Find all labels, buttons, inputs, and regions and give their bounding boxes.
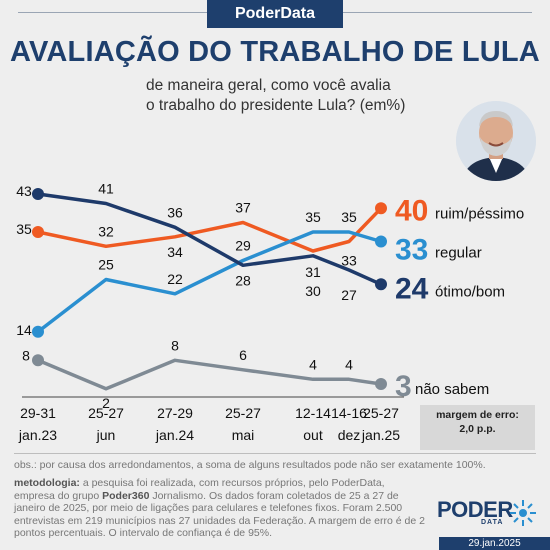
logo-burst-icon	[510, 500, 536, 526]
methodology-note: metodologia: a pesquisa foi realizada, c…	[14, 477, 426, 540]
series-point-naosabem-6	[375, 378, 387, 390]
brand-tab: PoderData	[207, 0, 343, 28]
legend-label-ruim: ruim/péssimo	[435, 205, 524, 222]
end-value-regular: 33	[395, 234, 428, 267]
data-label-ruim-1: 32	[98, 223, 114, 239]
x-tick-label-1-line1: 25-27	[88, 405, 124, 421]
margin-of-error-box: margem de erro: 2,0 p.p.	[420, 405, 535, 450]
x-tick-label-3-line2: mai	[232, 427, 255, 443]
data-label-ruim-5: 33	[341, 253, 357, 269]
series-point-otimo-0	[32, 188, 44, 200]
methodology-bold: Poder360	[102, 489, 150, 502]
data-label-naosabem-4: 4	[309, 356, 317, 372]
series-line-ruim	[37, 207, 383, 253]
data-label-naosabem-1: 2	[102, 395, 110, 411]
end-value-naosabem: 3	[395, 370, 412, 403]
data-label-naosabem-2: 8	[171, 337, 179, 353]
publication-date: 29.jan.2025	[439, 537, 550, 550]
data-label-otimo-4: 30	[305, 283, 321, 299]
x-tick-label-5-line2: dez	[338, 427, 361, 443]
logo-subtext: DATA	[481, 519, 504, 526]
data-label-naosabem-0: 8	[22, 347, 30, 363]
margin-of-error-label: margem de erro:	[436, 409, 519, 421]
footer-rule	[14, 453, 536, 454]
data-label-ruim-0: 35	[16, 221, 32, 237]
end-value-ruim: 40	[395, 194, 428, 227]
series-point-ruim-6	[375, 202, 387, 215]
president-portrait-image	[456, 101, 536, 181]
x-tick-label-3-line1: 25-27	[225, 405, 261, 421]
x-tick-label-2-line2: jan.24	[155, 427, 194, 443]
data-label-regular-4: 35	[305, 209, 321, 225]
logo-text: PODER	[437, 497, 513, 522]
data-label-regular-5: 35	[341, 209, 357, 225]
series-point-naosabem-0	[32, 354, 44, 367]
footnote-obs: obs.: por causa dos arredondamentos, a s…	[14, 459, 486, 471]
data-label-regular-0: 14	[16, 322, 32, 338]
x-tick-label-5-line1: 14-16	[331, 405, 367, 421]
data-label-otimo-5: 27	[341, 287, 357, 303]
series-line-regular	[36, 230, 382, 334]
legend-label-otimo: ótimo/bom	[435, 283, 505, 300]
x-tick-label-6-line2: jan.25	[361, 427, 400, 443]
data-label-otimo-3: 28	[235, 272, 251, 288]
series-point-regular-0	[32, 325, 44, 338]
series-point-otimo-6	[375, 278, 387, 291]
data-label-naosabem-5: 4	[345, 356, 353, 372]
series-line-otimo	[37, 192, 382, 286]
data-label-regular-1: 25	[98, 257, 114, 273]
data-label-otimo-0: 43	[16, 183, 32, 199]
data-label-otimo-2: 36	[167, 204, 183, 220]
x-tick-label-1-line2: jun	[96, 427, 116, 443]
data-label-regular-2: 22	[167, 271, 183, 287]
x-tick-label-4-line1: 12-14	[295, 405, 331, 421]
x-tick-label-2-line1: 27-29	[157, 405, 193, 421]
data-label-naosabem-3: 6	[239, 347, 247, 363]
legend-label-naosabem: não sabem	[415, 381, 489, 398]
methodology-text-2: Jornalismo. Os dados foram coletados de …	[14, 489, 425, 540]
subtitle-line-2: o trabalho do presidente Lula? (em%)	[146, 97, 406, 114]
chart-title: AVALIAÇÃO DO TRABALHO DE LULA	[10, 36, 540, 68]
x-tick-label-4-line2: out	[303, 427, 323, 443]
methodology-text-1: a pesquisa foi realizada, com recursos p…	[14, 477, 385, 502]
subtitle-line-1: de maneira geral, como você avalia	[146, 77, 391, 94]
data-label-ruim-3: 37	[235, 200, 251, 216]
x-tick-label-0-line1: 29-31	[20, 405, 56, 421]
series-line-naosabem	[37, 358, 382, 391]
series-point-ruim-0	[32, 226, 44, 238]
methodology-label: metodologia:	[14, 477, 80, 489]
x-tick-label-0-line2: jan.23	[18, 427, 57, 443]
poderdata-logo: PODER DATA	[437, 497, 537, 531]
end-value-otimo: 24	[395, 272, 429, 305]
legend-label-regular: regular	[435, 245, 482, 262]
x-tick-label-6-line1: 25-27	[363, 405, 399, 421]
margin-of-error-value: 2,0 p.p.	[459, 423, 496, 435]
chart-subtitle: de maneira geral, como você avalia o tra…	[146, 76, 446, 116]
data-label-ruim-4: 31	[305, 264, 321, 280]
series-point-regular-6	[375, 235, 387, 248]
data-label-otimo-1: 41	[98, 181, 114, 197]
data-label-regular-3: 29	[235, 238, 251, 254]
data-label-ruim-2: 34	[167, 244, 183, 260]
